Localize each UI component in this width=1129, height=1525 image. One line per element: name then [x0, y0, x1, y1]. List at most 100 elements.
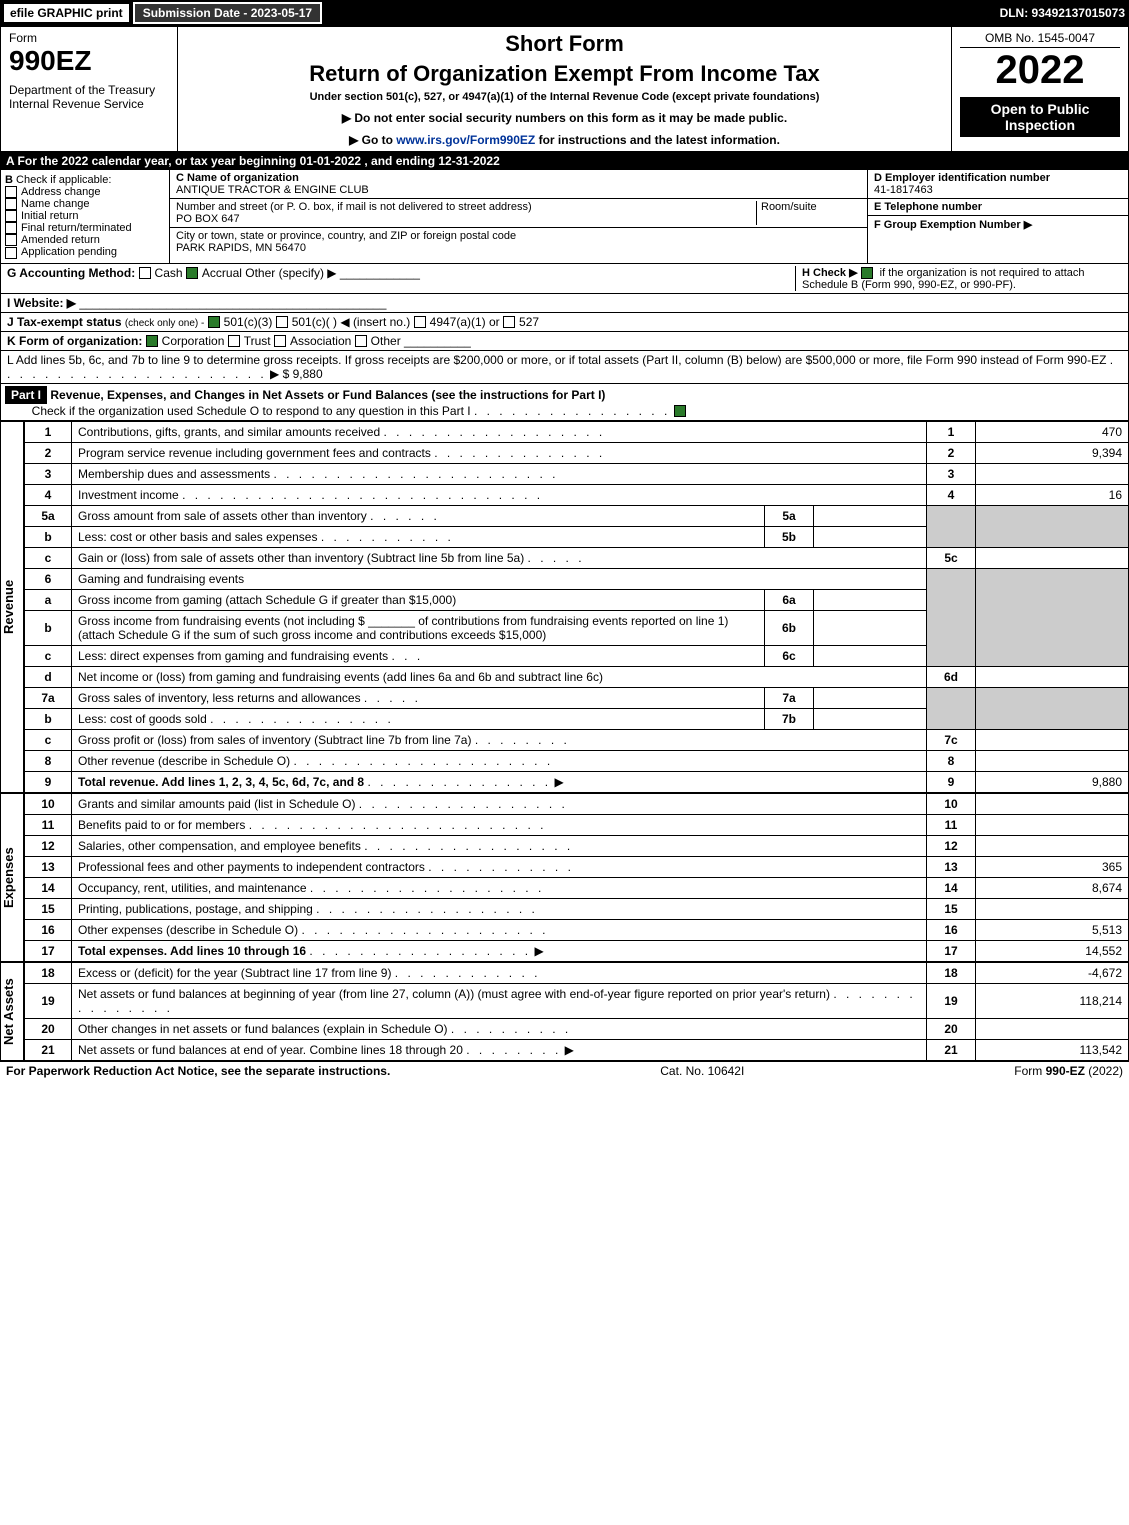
k-b: Trust — [244, 334, 271, 348]
checkbox-initial-return[interactable] — [5, 210, 17, 222]
ssn-warning: ▶ Do not enter social security numbers o… — [186, 111, 943, 125]
net-assets-group: Net Assets 18Excess or (deficit) for the… — [0, 962, 1129, 1061]
sections-bcd: B Check if applicable: Address change Na… — [0, 170, 1129, 264]
checkbox-name-change[interactable] — [5, 198, 17, 210]
city-label: City or town, state or province, country… — [176, 230, 516, 242]
opt-amended-return: Amended return — [21, 234, 100, 246]
part1-header: Part I Revenue, Expenses, and Changes in… — [0, 384, 1129, 421]
group-exemption-label: F Group Exemption Number ▶ — [874, 219, 1032, 231]
line-5a: 5aGross amount from sale of assets other… — [25, 505, 1129, 526]
line-9: 9Total revenue. Add lines 1, 2, 3, 4, 5c… — [25, 771, 1129, 792]
section-c: C Name of organizationANTIQUE TRACTOR & … — [170, 170, 867, 263]
checkbox-501c3[interactable] — [208, 316, 220, 328]
telephone-label: E Telephone number — [874, 201, 982, 213]
irs-link[interactable]: www.irs.gov/Form990EZ — [396, 133, 535, 147]
line-6: 6Gaming and fundraising events — [25, 568, 1129, 589]
j-label: J Tax-exempt status — [7, 315, 122, 329]
page-footer: For Paperwork Reduction Act Notice, see … — [0, 1061, 1129, 1080]
g-label: G Accounting Method: — [7, 266, 135, 280]
checkbox-address-change[interactable] — [5, 186, 17, 198]
line-6d: dNet income or (loss) from gaming and fu… — [25, 666, 1129, 687]
g-accrual: Accrual — [202, 266, 242, 280]
expenses-table: 10Grants and similar amounts paid (list … — [24, 793, 1129, 962]
opt-address-change: Address change — [21, 186, 101, 198]
row-j: J Tax-exempt status (check only one) - 5… — [0, 313, 1129, 332]
org-name-label: C Name of organization — [176, 172, 299, 184]
form-title: Return of Organization Exempt From Incom… — [186, 61, 943, 87]
submission-date-button[interactable]: Submission Date - 2023-05-17 — [133, 2, 322, 24]
line-4: 4Investment income . . . . . . . . . . .… — [25, 484, 1129, 505]
i-label: I Website: ▶ — [7, 296, 76, 310]
checkbox-527[interactable] — [503, 316, 515, 328]
form-label: Form — [9, 31, 169, 45]
header-center: Short Form Return of Organization Exempt… — [178, 27, 951, 151]
opt-name-change: Name change — [21, 198, 90, 210]
org-name: ANTIQUE TRACTOR & ENGINE CLUB — [176, 184, 369, 196]
section-d: D Employer identification number41-18174… — [867, 170, 1128, 263]
checkbox-accrual[interactable] — [186, 267, 198, 279]
k-d: Other — [371, 334, 401, 348]
irs-link-note: ▶ Go to www.irs.gov/Form990EZ for instru… — [186, 133, 943, 147]
addr: PO BOX 647 — [176, 213, 240, 225]
checkbox-application-pending[interactable] — [5, 247, 17, 259]
k-label: K Form of organization: — [7, 334, 142, 348]
line-1: 1Contributions, gifts, grants, and simil… — [25, 421, 1129, 442]
j-sub: (check only one) - — [125, 318, 204, 329]
checkbox-amended-return[interactable] — [5, 234, 17, 246]
checkbox-final-return[interactable] — [5, 222, 17, 234]
checkbox-corporation[interactable] — [146, 335, 158, 347]
dln-label: DLN: 93492137015073 — [1000, 6, 1125, 20]
row-k: K Form of organization: Corporation Trus… — [0, 332, 1129, 351]
line-16: 16Other expenses (describe in Schedule O… — [25, 919, 1129, 940]
line-11: 11Benefits paid to or for members . . . … — [25, 814, 1129, 835]
row-l: L Add lines 5b, 6c, and 7b to line 9 to … — [0, 351, 1129, 384]
efile-button[interactable]: efile GRAPHIC print — [4, 4, 129, 22]
j-c: 4947(a)(1) or — [430, 315, 500, 329]
ein-label: D Employer identification number — [874, 172, 1050, 184]
line-14: 14Occupancy, rent, utilities, and mainte… — [25, 877, 1129, 898]
checkbox-501c[interactable] — [276, 316, 288, 328]
section-b-label: B — [5, 174, 13, 186]
section-b-title: Check if applicable: — [16, 174, 111, 186]
form-subtitle: Under section 501(c), 527, or 4947(a)(1)… — [186, 91, 943, 103]
top-bar: efile GRAPHIC print Submission Date - 20… — [0, 0, 1129, 26]
line-10: 10Grants and similar amounts paid (list … — [25, 793, 1129, 814]
k-a: Corporation — [162, 334, 225, 348]
line-5c: cGain or (loss) from sale of assets othe… — [25, 547, 1129, 568]
checkbox-4947[interactable] — [414, 316, 426, 328]
j-a: 501(c)(3) — [224, 315, 273, 329]
short-form-title: Short Form — [186, 31, 943, 57]
line-8: 8Other revenue (describe in Schedule O) … — [25, 750, 1129, 771]
form-number: 990EZ — [9, 45, 169, 77]
line-12: 12Salaries, other compensation, and empl… — [25, 835, 1129, 856]
row-i: I Website: ▶ ___________________________… — [0, 294, 1129, 313]
paperwork-notice: For Paperwork Reduction Act Notice, see … — [6, 1064, 390, 1078]
revenue-side-label: Revenue — [0, 421, 24, 793]
section-a: A For the 2022 calendar year, or tax yea… — [0, 152, 1129, 170]
j-d: 527 — [519, 315, 539, 329]
part1-title: Revenue, Expenses, and Changes in Net As… — [50, 388, 605, 402]
revenue-group: Revenue 1Contributions, gifts, grants, a… — [0, 421, 1129, 793]
line-19: 19Net assets or fund balances at beginni… — [25, 983, 1129, 1018]
header-right: OMB No. 1545-0047 2022 Open to Public In… — [951, 27, 1128, 151]
net-assets-side-label: Net Assets — [0, 962, 24, 1061]
checkbox-trust[interactable] — [228, 335, 240, 347]
form-header: Form 990EZ Department of the Treasury In… — [0, 26, 1129, 152]
room-suite-label: Room/suite — [756, 201, 861, 225]
line-20: 20Other changes in net assets or fund ba… — [25, 1018, 1129, 1039]
line-3: 3Membership dues and assessments . . . .… — [25, 463, 1129, 484]
checkbox-cash[interactable] — [139, 267, 151, 279]
checkbox-other[interactable] — [355, 335, 367, 347]
k-c: Association — [290, 334, 351, 348]
j-b: 501(c)( ) ◀ (insert no.) — [292, 315, 411, 329]
checkbox-association[interactable] — [274, 335, 286, 347]
checkbox-part1[interactable] — [674, 405, 686, 417]
omb-number: OMB No. 1545-0047 — [960, 31, 1120, 48]
revenue-table: 1Contributions, gifts, grants, and simil… — [24, 421, 1129, 793]
section-b: B Check if applicable: Address change Na… — [1, 170, 170, 263]
h-label: H Check ▶ — [802, 267, 858, 279]
opt-application-pending: Application pending — [21, 246, 117, 258]
checkbox-h[interactable] — [861, 267, 873, 279]
line-21: 21Net assets or fund balances at end of … — [25, 1039, 1129, 1060]
catalog-number: Cat. No. 10642I — [660, 1064, 744, 1078]
